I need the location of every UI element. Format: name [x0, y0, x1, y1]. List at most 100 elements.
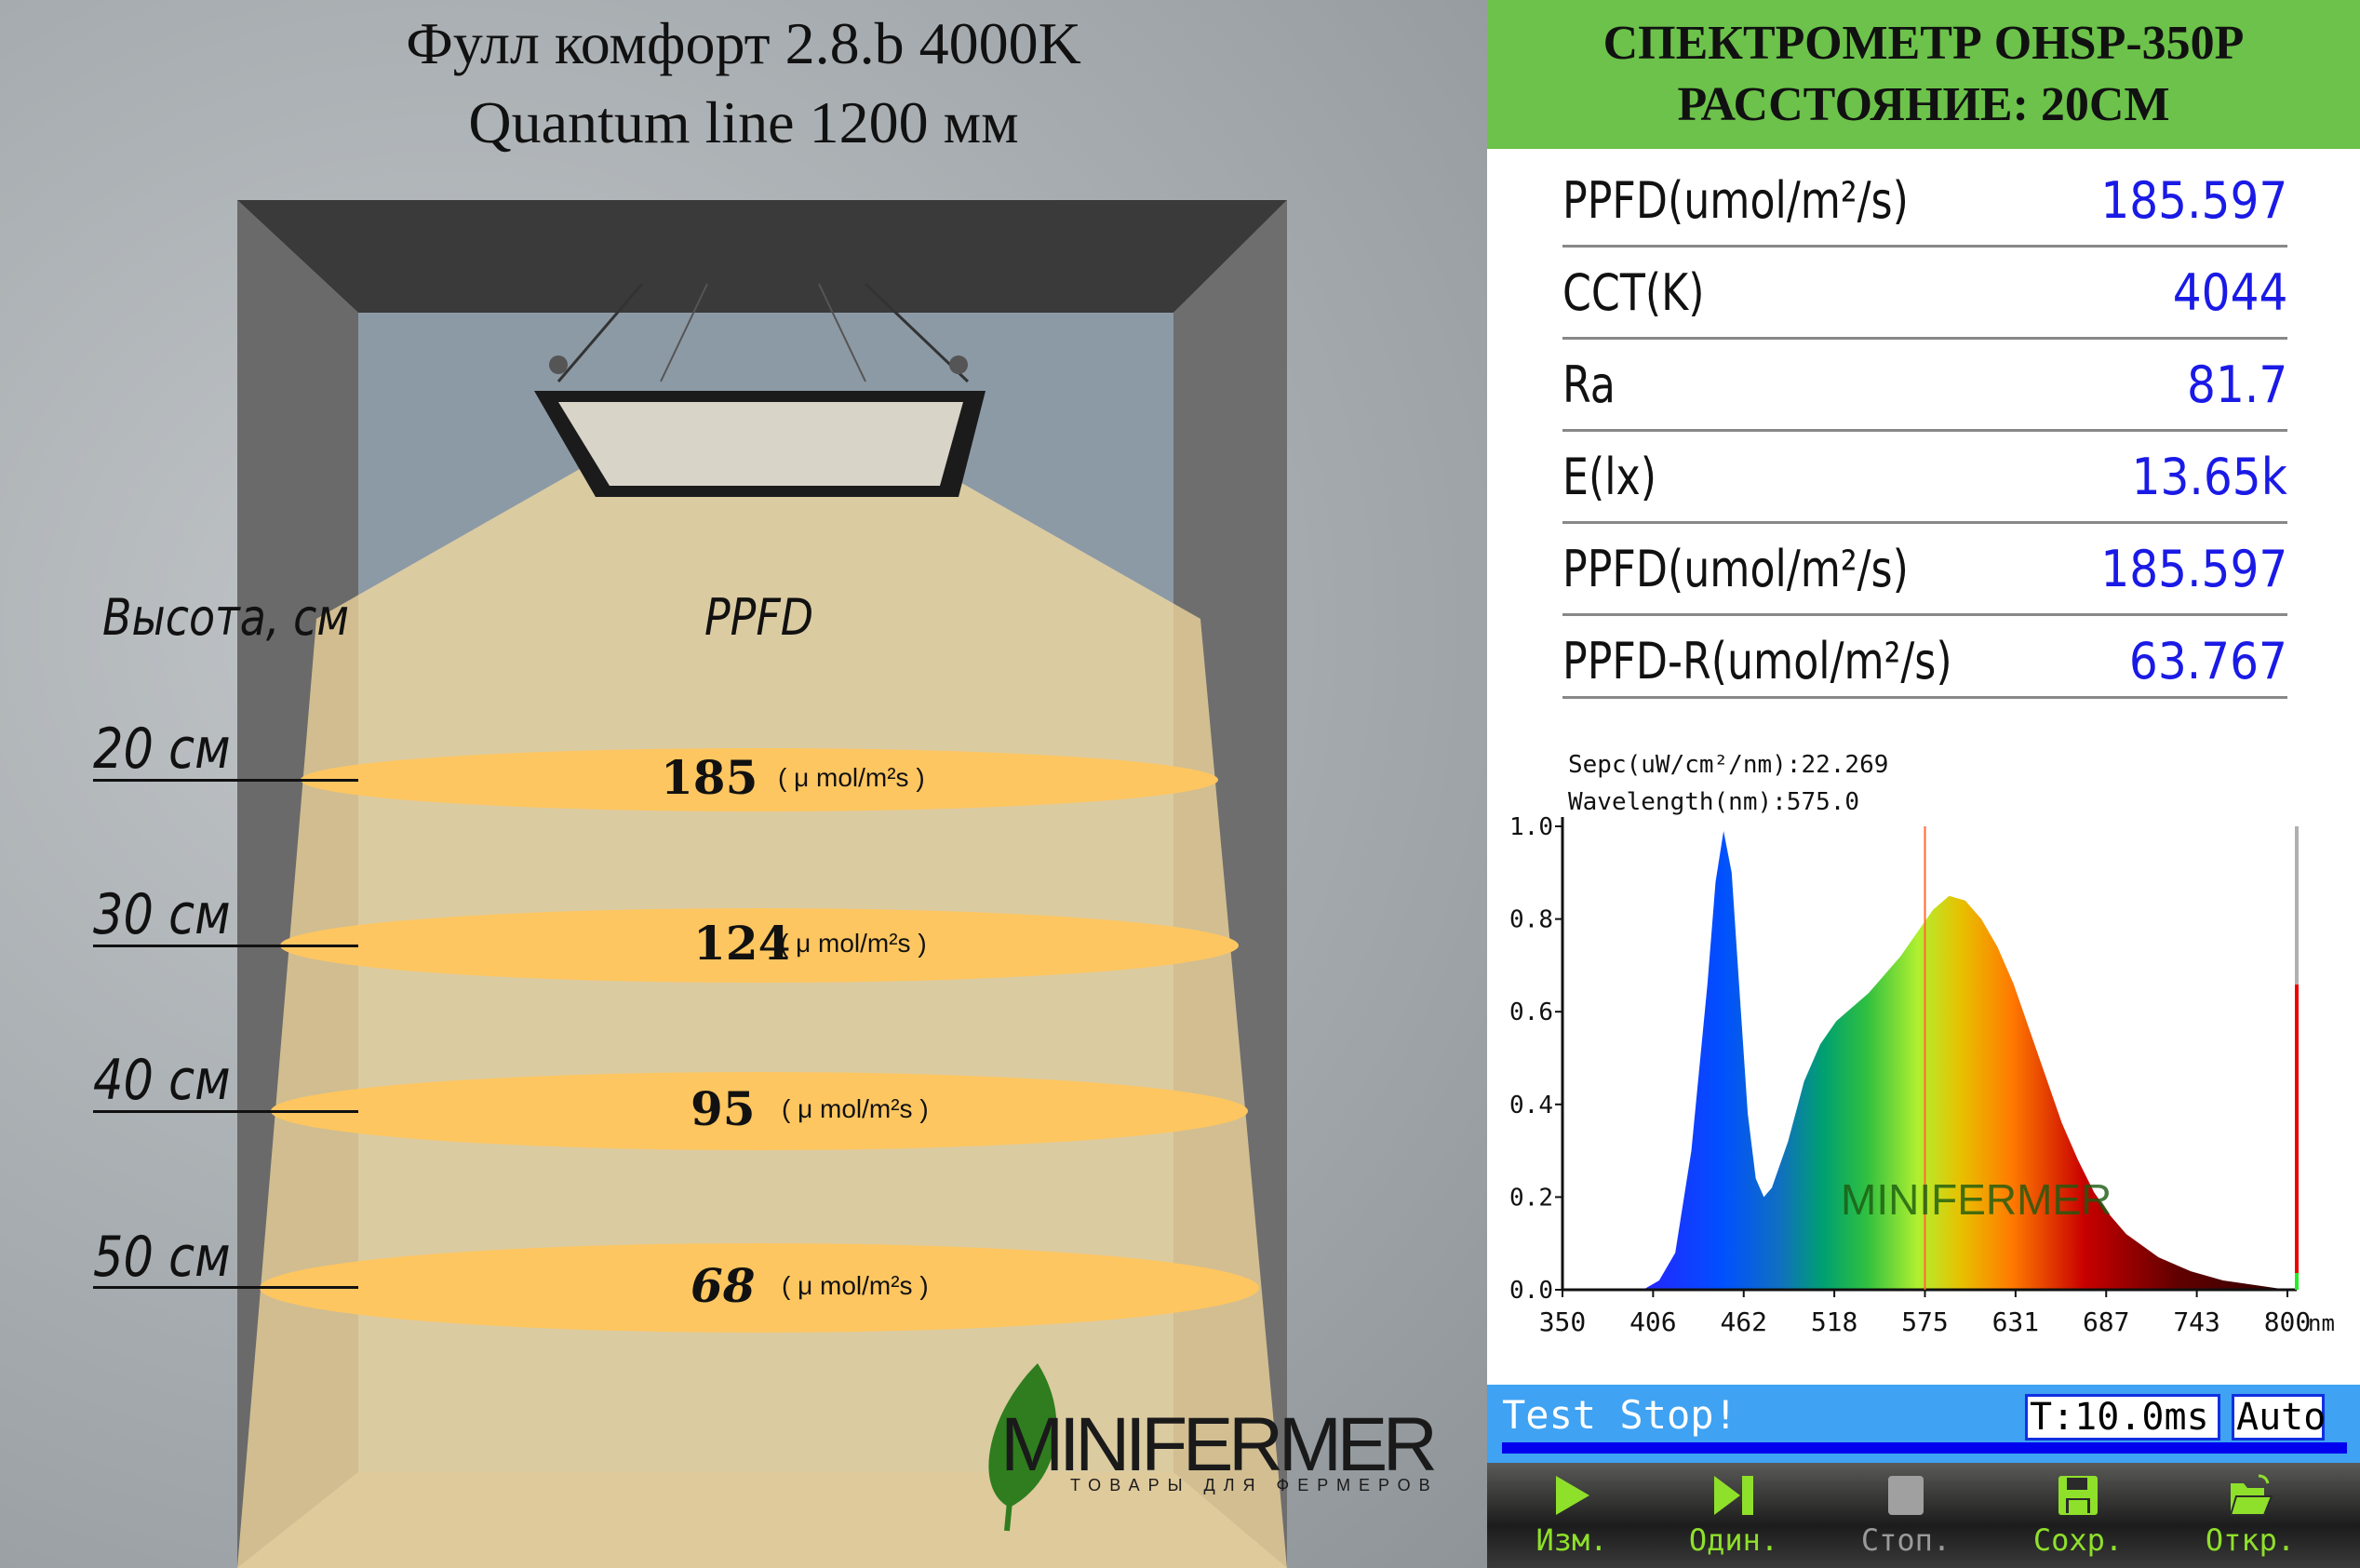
- spectrometer-panel: СПЕКТРОМЕТР OHSP-350P РАССТОЯНИЕ: 20СМ P…: [1487, 0, 2360, 1568]
- progress-bar: [1502, 1442, 2347, 1454]
- ppfd-column-header: PPFD: [704, 588, 814, 647]
- reading-value: 81.7: [2186, 355, 2287, 414]
- spec-annotation: Sepc(uW/cm²/nm):22.269: [1568, 751, 1888, 779]
- title-line-2: Quantum line 1200 мм: [468, 89, 1019, 155]
- logo-wordmark: MINIFERMER: [1000, 1402, 1438, 1487]
- divider: [1562, 521, 2287, 524]
- ppfd-value: 185: [661, 750, 758, 805]
- button-label: Сохр.: [2032, 1522, 2124, 1558]
- y-tick-label: 0.6: [1509, 998, 1553, 1026]
- y-tick-label: 0.8: [1509, 906, 1553, 934]
- minifermer-logo: MINIFERMER ТОВАРЫ ДЛЯ ФЕРМЕРОВ: [988, 1363, 1439, 1532]
- divider: [1562, 337, 2287, 340]
- ppfd-unit: ( μ mol/m²s ): [782, 1094, 929, 1123]
- reading-label: PPFD(umol/m²/s): [1562, 540, 1909, 598]
- button-label: Откр.: [2205, 1522, 2296, 1558]
- distance-label: РАССТОЯНИЕ: 20СМ: [1677, 78, 2170, 131]
- plot-area: 0.0 0.2 0.4 0.6 0.8 1.0 350 406 462 518 575 631 687 7…: [1509, 813, 2335, 1337]
- ppfd-unit: ( μ mol/m²s ): [778, 763, 925, 792]
- save-icon: [2058, 1476, 2098, 1515]
- wavelength-annotation: Wavelength(nm):575.0: [1568, 788, 1859, 816]
- status-text: Test Stop!: [1502, 1392, 1737, 1438]
- save-button[interactable]: Сохр.: [2008, 1472, 2148, 1558]
- level-indicator-green: [2295, 1273, 2299, 1290]
- reading-ppfd-2: PPFD(umol/m²/s) 185.597: [1562, 523, 2287, 615]
- x-tick-label: 687: [2083, 1307, 2130, 1337]
- ppfd-value: 68: [691, 1258, 756, 1313]
- reading-value: 4044: [2172, 263, 2287, 322]
- single-button[interactable]: Один.: [1664, 1472, 1804, 1558]
- level-indicator-red: [2295, 985, 2299, 1273]
- level-indicator-empty: [2295, 826, 2299, 985]
- divider: [1562, 245, 2287, 248]
- reading-ppfd: PPFD(umol/m²/s) 185.597: [1562, 154, 2287, 247]
- height-label: 50 см: [93, 1225, 231, 1290]
- logo-tagline: ТОВАРЫ ДЛЯ ФЕРМЕРОВ: [1070, 1476, 1439, 1494]
- height-underline: [93, 779, 358, 782]
- reading-label: CCT(K): [1562, 263, 1705, 322]
- spectrometer-header: СПЕКТРОМЕТР OHSP-350P РАССТОЯНИЕ: 20СМ: [1487, 0, 2360, 149]
- ppfd-value: 95: [691, 1081, 756, 1136]
- grow-tent-illustration: MINIFERMER ТОВАРЫ ДЛЯ ФЕРМЕРОВ: [237, 200, 1439, 1568]
- y-tick-label: 0.0: [1509, 1277, 1553, 1305]
- chart-watermark: MINIFERMER: [1841, 1175, 2112, 1224]
- button-label: Изм.: [1535, 1522, 1608, 1558]
- x-tick-label: 743: [2173, 1307, 2220, 1337]
- ppfd-unit: ( μ mol/m²s ): [780, 929, 927, 958]
- x-tick-label: 462: [1720, 1307, 1767, 1337]
- height-label: 30 см: [93, 882, 231, 947]
- divider: [1562, 696, 2287, 699]
- reading-label: PPFD(umol/m²/s): [1562, 171, 1909, 230]
- reading-cct: CCT(K) 4044: [1562, 247, 2287, 339]
- ppfd-unit: ( μ mol/m²s ): [782, 1271, 929, 1300]
- ppfd-level-bands: [260, 748, 1259, 1333]
- y-tick-label: 0.2: [1509, 1184, 1553, 1212]
- reading-label: E(lx): [1562, 448, 1657, 506]
- height-underline: [93, 945, 358, 947]
- x-tick-label: 631: [1992, 1307, 2040, 1337]
- status-bar: Test Stop! T:10.0ms Auto: [1487, 1385, 2360, 1463]
- open-folder-icon: [2229, 1474, 2273, 1516]
- mode-field[interactable]: Auto: [2232, 1394, 2326, 1441]
- height-underline: [93, 1110, 358, 1113]
- spectrum-chart: Sepc(uW/cm²/nm):22.269 Wavelength(nm):57…: [1509, 751, 2335, 1337]
- button-label: Стоп.: [1860, 1522, 1951, 1558]
- integration-time-field[interactable]: T:10.0ms: [2025, 1394, 2220, 1441]
- reading-value: 185.597: [2100, 540, 2287, 598]
- stop-button[interactable]: Стоп.: [1836, 1472, 1976, 1558]
- tent-top-wall: [237, 200, 1287, 313]
- button-label: Один.: [1688, 1522, 1779, 1558]
- x-tick-label: 406: [1629, 1307, 1677, 1337]
- height-column-header: Высота, см: [102, 588, 349, 647]
- x-unit-label: nm: [2308, 1310, 2335, 1336]
- measure-button[interactable]: Изм.: [1502, 1472, 1642, 1558]
- play-icon: [1556, 1476, 1589, 1515]
- x-tick-label: 800: [2264, 1307, 2312, 1337]
- height-underline: [93, 1286, 358, 1289]
- toolbar: Изм. Один. Стоп. Сохр. Откр.: [1487, 1463, 2360, 1568]
- x-tick-label: 350: [1539, 1307, 1587, 1337]
- lamp: [534, 282, 986, 497]
- x-tick-label: 575: [1901, 1307, 1949, 1337]
- divider: [1562, 429, 2287, 432]
- open-button[interactable]: Откр.: [2180, 1472, 2320, 1558]
- x-tick-label: 518: [1811, 1307, 1858, 1337]
- y-tick-label: 0.4: [1509, 1092, 1553, 1119]
- ppfd-band-30cm: [280, 908, 1239, 983]
- spectrum-area: [1643, 831, 2287, 1290]
- divider: [1562, 613, 2287, 616]
- stop-icon: [1888, 1476, 1924, 1515]
- height-label: 40 см: [93, 1048, 231, 1113]
- reading-ppfd-r: PPFD-R(umol/m²/s) 63.767: [1562, 615, 2287, 707]
- ppfd-band-50cm: [260, 1243, 1259, 1333]
- infographic-panel: MINIFERMER ТОВАРЫ ДЛЯ ФЕРМЕРОВ Фулл комф…: [0, 0, 1487, 1568]
- reading-illuminance: E(lx) 13.65k: [1562, 431, 2287, 523]
- reading-value: 185.597: [2100, 171, 2287, 230]
- step-icon: [1714, 1476, 1753, 1515]
- height-label: 20 см: [93, 717, 231, 782]
- y-tick-label: 1.0: [1509, 813, 1553, 841]
- ppfd-band-20cm: [301, 748, 1218, 811]
- ppfd-band-40cm: [271, 1072, 1248, 1150]
- reading-value: 63.767: [2128, 632, 2287, 690]
- device-name: СПЕКТРОМЕТР OHSP-350P: [1602, 17, 2245, 70]
